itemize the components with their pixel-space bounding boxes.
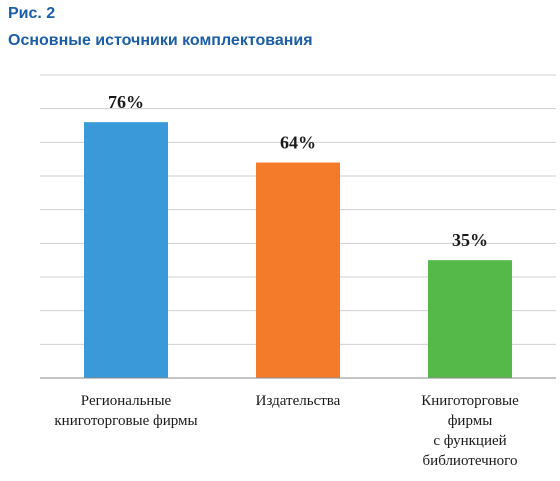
category-label: библиотечного xyxy=(423,453,518,469)
bar xyxy=(256,162,340,378)
figure-label: Рис. 2 xyxy=(8,5,56,22)
category-label: Издательства xyxy=(256,393,341,409)
bar xyxy=(84,122,168,378)
category-label: фирмы xyxy=(448,413,493,429)
bars xyxy=(84,122,512,378)
bar xyxy=(428,260,512,378)
chart-title: Основные источники комплектования xyxy=(8,32,313,49)
category-label: Региональные xyxy=(81,393,172,409)
data-label: 76% xyxy=(108,92,144,112)
data-label: 35% xyxy=(452,230,488,250)
category-label: с функцией xyxy=(433,433,506,449)
category-labels: Региональные книготорговые фирмы Издательс… xyxy=(54,393,519,469)
category-label: Книготорговые xyxy=(421,393,519,409)
data-labels: 76% 64% 35% xyxy=(108,92,488,250)
data-label: 64% xyxy=(280,133,316,153)
category-label: книготорговые фирмы xyxy=(54,413,197,429)
